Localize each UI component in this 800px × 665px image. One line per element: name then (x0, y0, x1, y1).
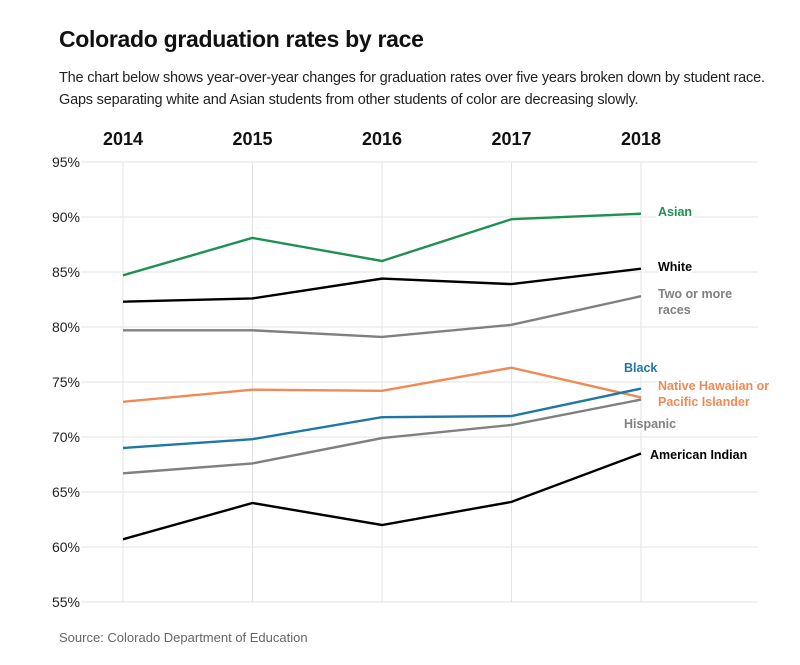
x-tick-label: 2015 (232, 129, 272, 149)
series-label: Native Hawaiian or Pacific Islander (658, 379, 769, 409)
series-line (122, 212, 642, 277)
y-tick-label: 75% (52, 374, 80, 390)
series-lines (122, 212, 642, 541)
series-direct-labels: Asian White Two or more races Native Hawaiia… (622, 203, 771, 464)
series-line (122, 267, 642, 303)
y-axis-tick-labels: 95% 90% 85% 80% 75% 70% 65% 60% 55% (52, 154, 80, 610)
y-tick-label: 80% (52, 319, 80, 335)
y-tick-label: 55% (52, 594, 80, 610)
series-label: American Indian (650, 448, 747, 462)
series-label-line: Native Hawaiian or (658, 379, 769, 393)
y-tick-label: 85% (52, 264, 80, 280)
x-tick-label: 2014 (103, 129, 143, 149)
y-tick-label: 90% (52, 209, 80, 225)
series-label: Black (624, 361, 657, 375)
chart-subtitle: The chart below shows year-over-year cha… (59, 70, 765, 108)
series-line (122, 387, 642, 450)
series-label-line: races (658, 303, 691, 317)
series-label-line: Black (624, 361, 657, 375)
x-tick-label: 2018 (621, 129, 661, 149)
horizontal-gridlines (81, 161, 758, 603)
y-tick-label: 95% (52, 154, 80, 170)
series-label-line: Pacific Islander (658, 395, 750, 409)
series-label-line: Asian (658, 205, 692, 219)
series-line (122, 366, 642, 403)
series-label-line: American Indian (650, 448, 747, 462)
series-label: White (658, 260, 692, 274)
y-tick-label: 60% (52, 539, 80, 555)
chart-title: Colorado graduation rates by race (59, 26, 424, 52)
series-label-line: White (658, 260, 692, 274)
series-line (122, 398, 642, 475)
x-tick-label: 2017 (491, 129, 531, 149)
y-tick-label: 70% (52, 429, 80, 445)
series-label-line: Hispanic (624, 417, 676, 431)
x-axis-year-labels: 2014 2015 2016 2017 2018 (103, 129, 661, 149)
series-label: Two or more races (658, 287, 732, 317)
series-label-line: Two or more (658, 287, 732, 301)
series-line (123, 295, 642, 339)
series-label: Hispanic (624, 417, 676, 431)
series-line (122, 452, 642, 541)
series-label: Asian (658, 205, 692, 219)
source-note: Source: Colorado Department of Education (59, 630, 308, 645)
y-tick-label: 65% (52, 484, 80, 500)
x-tick-label: 2016 (362, 129, 402, 149)
